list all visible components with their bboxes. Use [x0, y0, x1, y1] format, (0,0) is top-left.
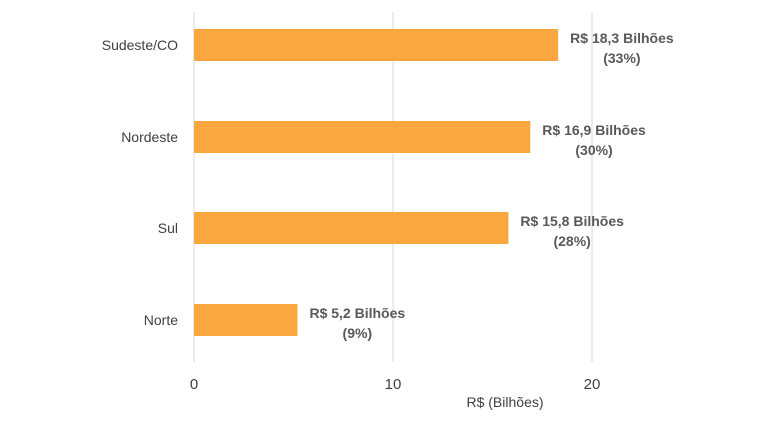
data-label-percent-nordeste: (30%) — [575, 142, 612, 158]
bar-sudeste-co — [194, 29, 559, 61]
x-axis-ticks: 0 10 20 — [190, 376, 601, 393]
bar-norte — [194, 304, 298, 336]
x-tick-label-0: 0 — [190, 376, 198, 393]
category-labels: Sudeste/CO Nordeste Sul Norte — [102, 37, 178, 328]
bars — [194, 29, 559, 336]
data-label-percent-norte: (9%) — [343, 325, 373, 341]
data-label-value-nordeste: R$ 16,9 Bilhões — [542, 122, 646, 138]
category-label-sul: Sul — [158, 220, 178, 236]
data-labels: R$ 18,3 Bilhões (33%) R$ 16,9 Bilhões (30%)… — [309, 30, 673, 341]
gridlines — [193, 12, 593, 362]
data-label-value-sudeste-co: R$ 18,3 Bilhões — [570, 30, 674, 46]
x-tick-label-20: 20 — [584, 376, 601, 393]
data-label-percent-sudeste-co: (33%) — [603, 50, 640, 66]
data-label-value-sul: R$ 15,8 Bilhões — [520, 213, 624, 229]
data-label-percent-sul: (28%) — [553, 233, 590, 249]
category-label-sudeste-co: Sudeste/CO — [102, 37, 178, 53]
category-label-nordeste: Nordeste — [121, 129, 178, 145]
bar-sul — [194, 212, 509, 244]
bar-nordeste — [194, 121, 531, 153]
x-axis-title: R$ (Bilhões) — [466, 394, 543, 410]
x-tick-label-10: 10 — [385, 376, 402, 393]
data-label-value-norte: R$ 5,2 Bilhões — [309, 305, 405, 321]
category-label-norte: Norte — [144, 312, 178, 328]
